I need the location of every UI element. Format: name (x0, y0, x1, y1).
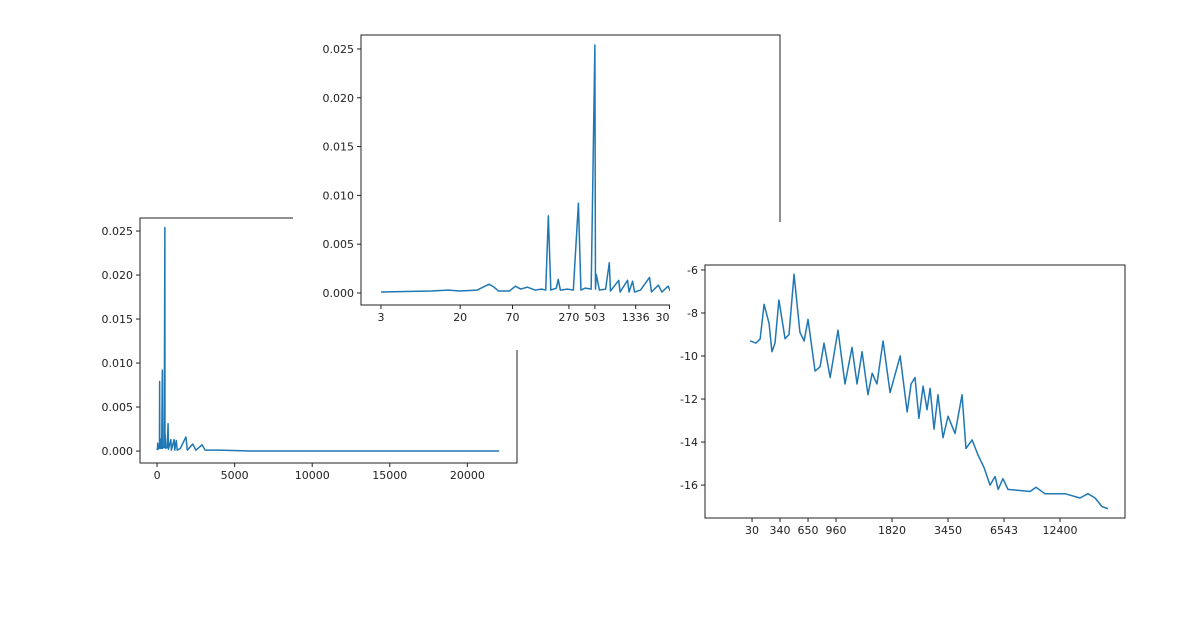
y-tick-label: -16 (680, 479, 698, 492)
plot-area (380, 44, 753, 294)
x-tick-label: 30 (745, 524, 759, 537)
plot-area (156, 226, 500, 452)
axes-frame (704, 264, 1126, 519)
y-tick-label: 0.025 (323, 43, 355, 56)
plot-area (749, 273, 1109, 510)
x-tick-label: 1336 (622, 311, 650, 324)
x-tick-label: 5000 (221, 469, 249, 482)
y-tick-label: 0.015 (102, 313, 134, 326)
y-tick-label: 0.005 (102, 401, 134, 414)
y-tick-label: 0.010 (323, 189, 355, 202)
x-tick-label: 3450 (934, 524, 962, 537)
x-tick-label: 12400 (1043, 524, 1078, 537)
x-tick-label: 20 (453, 311, 467, 324)
data-line (156, 226, 500, 452)
x-tick-label: 15000 (372, 469, 407, 482)
y-tick-label: 0.025 (102, 225, 134, 238)
y-tick-label: -6 (687, 264, 698, 277)
x-tick-label: 503 (584, 311, 605, 324)
data-line (380, 44, 753, 294)
y-tick-label: -10 (680, 350, 698, 363)
y-tick-label: 0.015 (323, 141, 355, 154)
chart-figure: 30 340 650 960 1820 3450 6543 12400 -16 -14 -12 -10… (670, 222, 1140, 545)
x-tick-label: 70 (506, 311, 520, 324)
x-tick-label: 650 (798, 524, 819, 537)
x-tick-label: 6543 (990, 524, 1018, 537)
y-tick-label: -8 (687, 307, 698, 320)
y-tick-label: 0.000 (323, 287, 355, 300)
y-tick-label: -12 (680, 393, 698, 406)
x-tick-label: 20000 (450, 469, 485, 482)
figure-background (670, 222, 1140, 545)
y-tick-label: 0.000 (102, 445, 134, 458)
y-tick-label: -14 (680, 436, 698, 449)
x-tick-label: 3 (377, 311, 384, 324)
x-tick-label: 960 (826, 524, 847, 537)
x-tick-label: 0 (154, 469, 161, 482)
x-tick-label: 10000 (295, 469, 330, 482)
y-tick-label: 0.020 (323, 92, 355, 105)
y-tick-label: 0.020 (102, 269, 134, 282)
data-line (749, 273, 1109, 510)
y-tick-label: 0.005 (323, 238, 355, 251)
x-tick-label: 1820 (878, 524, 906, 537)
y-tick-label: 0.010 (102, 357, 134, 370)
x-tick-label: 270 (558, 311, 579, 324)
x-tick-label: 340 (770, 524, 791, 537)
axes-frame (360, 34, 781, 306)
